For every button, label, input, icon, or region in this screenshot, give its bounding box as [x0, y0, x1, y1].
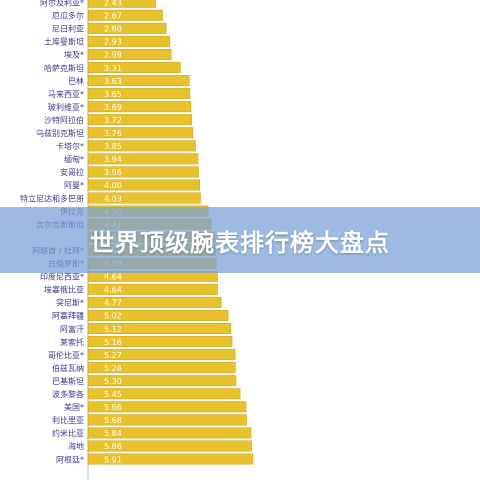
category-label: 土库曼斯坦	[44, 37, 84, 47]
value-label: 5.66	[104, 403, 122, 412]
value-label: 5.68	[104, 416, 122, 425]
bar	[87, 127, 194, 139]
category-label: 阿根廷*	[56, 454, 84, 464]
value-label: 5.91	[104, 455, 122, 464]
value-label: 5.28	[104, 364, 122, 373]
bar	[87, 323, 232, 334]
category-label: 哥伦比亚*	[48, 350, 84, 360]
bar	[87, 440, 252, 452]
bar	[87, 140, 196, 152]
banner-title: 世界顶级腕表排行榜大盘点	[90, 228, 390, 257]
bar	[87, 35, 171, 47]
value-label: 4.03	[104, 194, 122, 203]
bar	[87, 283, 218, 295]
value-label: 3.72	[104, 116, 122, 125]
bar	[87, 22, 167, 34]
category-label: 特立尼达和多巴哥	[20, 193, 84, 203]
bar	[87, 414, 247, 426]
bar	[87, 179, 200, 191]
value-label: 5.27	[104, 351, 122, 360]
bar	[87, 362, 236, 374]
value-label: 4.64	[104, 273, 122, 282]
value-label: 2.98	[104, 51, 122, 60]
title-banner: 世界顶级腕表排行榜大盘点	[0, 207, 480, 273]
bar	[87, 388, 241, 400]
value-label: 5.84	[104, 429, 122, 438]
category-label: 埃及*	[64, 50, 84, 60]
value-label: 4.77	[104, 299, 122, 308]
value-label: 3.85	[104, 142, 122, 151]
value-label: 3.69	[104, 103, 122, 112]
bar	[87, 153, 199, 165]
bar	[87, 192, 201, 204]
bar	[87, 88, 191, 100]
value-label: 5.45	[104, 390, 122, 399]
category-label: 阿塞拜疆	[52, 311, 84, 321]
value-label: 2.93	[104, 38, 122, 47]
category-label: 阿富汗	[60, 324, 84, 334]
bar	[87, 62, 181, 73]
category-label: 玻利维亚*	[48, 102, 84, 112]
category-label: 尼日利亚	[52, 24, 84, 34]
category-label: 突尼斯*	[56, 298, 84, 308]
category-label: 巴林	[68, 76, 84, 86]
category-label: 巴基斯坦	[52, 376, 84, 386]
bar	[87, 349, 236, 361]
value-label: 3.63	[104, 77, 122, 86]
bar	[87, 9, 163, 21]
bar	[87, 166, 199, 178]
category-label: 哈萨克斯坦	[44, 63, 84, 73]
category-label: 约米比亚	[52, 428, 84, 438]
value-label: 3.94	[104, 155, 122, 164]
category-label: 海地	[68, 441, 84, 451]
category-label: 沙特阿拉伯	[44, 115, 84, 125]
category-label: 马来西亚*	[48, 90, 84, 99]
value-label: 5.12	[104, 325, 122, 334]
value-label: 2.67	[104, 12, 122, 21]
bar	[87, 375, 237, 387]
value-label: 4.64	[104, 286, 122, 295]
category-label: 缅甸*	[64, 154, 84, 164]
bar	[87, 114, 193, 126]
category-label: 美国*	[64, 402, 84, 412]
category-label: 乌兹别克斯坦	[36, 128, 84, 138]
bar	[87, 296, 222, 308]
category-label: 伯兹瓦纳	[52, 363, 84, 373]
category-label: 安哥拉	[60, 167, 84, 177]
category-label: 印度尼西亚*	[40, 272, 84, 282]
bar	[87, 75, 190, 87]
category-label: 阿尔及利亚*	[40, 0, 84, 8]
value-label: 4.00	[104, 181, 122, 190]
category-label: 阿曼*	[64, 181, 84, 190]
value-label: 2.43	[104, 0, 122, 8]
bar	[87, 401, 247, 413]
bar	[87, 48, 172, 60]
value-label: 2.80	[104, 25, 122, 34]
category-label: 卡塔尔*	[56, 141, 84, 151]
category-label: 厄瓜多尔	[52, 11, 84, 21]
value-label: 3.31	[104, 64, 122, 73]
bar	[87, 101, 192, 113]
category-label: 莱索托	[60, 337, 84, 347]
bar	[87, 427, 252, 439]
bar	[87, 0, 157, 8]
value-label: 5.16	[104, 338, 122, 347]
value-label: 5.02	[104, 312, 122, 321]
value-label: 5.30	[104, 377, 122, 386]
value-label: 5.86	[104, 442, 122, 451]
value-label: 3.65	[104, 90, 122, 99]
category-label: 波多黎各	[52, 389, 84, 399]
value-label: 3.76	[104, 129, 122, 138]
bar	[87, 309, 229, 321]
bar	[87, 336, 233, 348]
category-label: 埃塞俄比亚	[44, 285, 84, 295]
category-label: 利比里亚	[52, 415, 84, 425]
bar	[87, 453, 254, 465]
value-label: 3.96	[104, 168, 122, 177]
